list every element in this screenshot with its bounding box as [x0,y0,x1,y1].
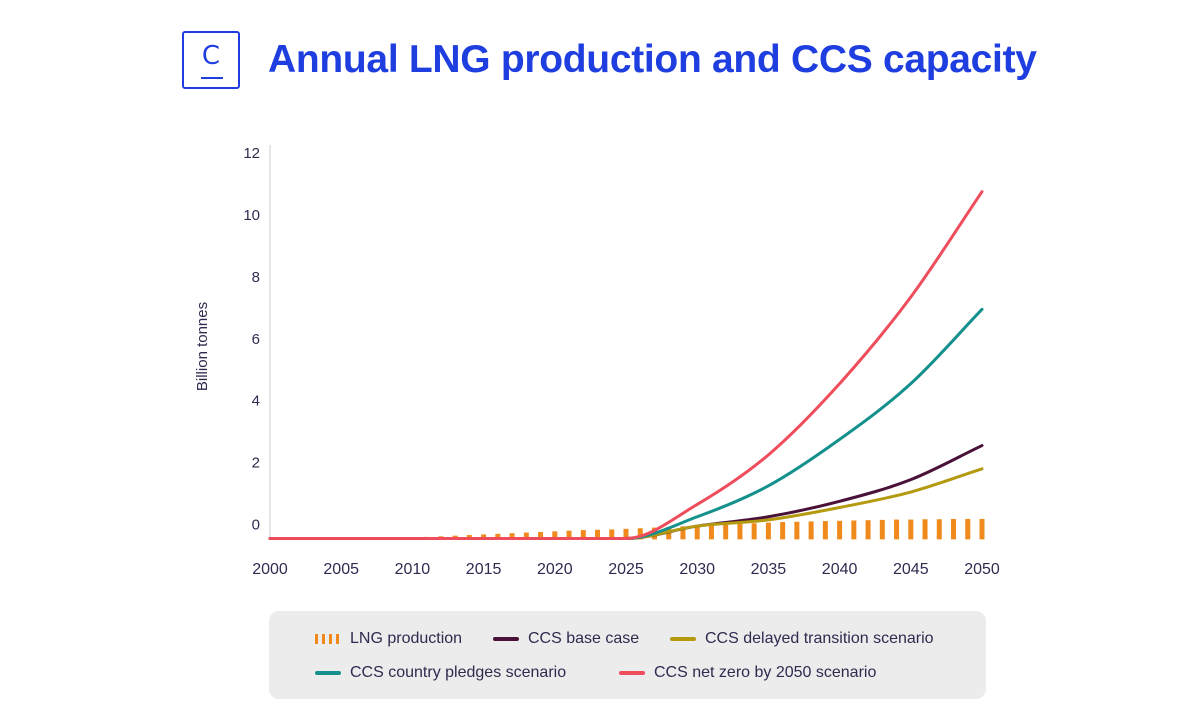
legend-label-netzero: CCS net zero by 2050 scenario [654,664,877,681]
legend-label-lng: LNG production [350,630,463,647]
lng-bar [623,528,629,540]
y-tick-label: 12 [243,145,260,162]
ccs-lines [268,190,984,540]
line-ccs-delayed-transition-scenario [268,467,984,540]
lng-bar [908,519,914,540]
lng-bar [680,526,686,540]
x-tick-label: 2015 [466,561,502,578]
legend-item-lng: LNG production [315,630,462,648]
lng-bar [637,528,643,540]
legend-swatch-netzero [619,671,645,675]
lng-bar [751,523,757,540]
line-ccs-base-case [268,444,984,540]
legend-item-delayed: CCS delayed transition scenario [670,630,934,648]
x-tick-label: 2045 [893,561,929,578]
legend-label-pledges: CCS country pledges scenario [350,664,567,681]
lng-bar [794,521,800,540]
lng-bar [523,532,529,540]
lng-bar [552,531,558,540]
line-ccs-net-zero-by-2050-scenario [268,190,984,540]
x-tick-label: 2025 [608,561,644,578]
chart-legend: LNG production CCS base case CCS delayed… [269,611,986,699]
legend-swatch-lng [315,634,341,644]
lng-bar [609,529,615,540]
lng-bar [965,518,971,540]
lng-bar [694,525,700,540]
chart-labels: 0 2 4 6 8 10 12 2000 2005 2010 2015 2020 2025 2030 203… [194,145,1000,578]
lng-bar [837,520,843,540]
lng-bar [822,521,828,540]
y-tick-label: 10 [243,207,260,224]
y-tick-label: 0 [252,517,260,534]
lng-bar [865,520,871,540]
lng-bar [765,522,771,540]
lng-bar [951,518,957,540]
x-tick-label: 2040 [822,561,858,578]
lng-bar [580,530,586,540]
lng-bar [595,529,601,540]
logo-underline [201,77,223,79]
legend-swatch-pledges [315,671,341,675]
x-tick-label: 2005 [323,561,359,578]
y-axis-title: Billion tonnes [194,302,211,391]
x-tick-label: 2030 [679,561,715,578]
x-tick-label: 2020 [537,561,573,578]
legend-swatch-base [493,637,519,641]
legend-label-delayed: CCS delayed transition scenario [705,630,934,647]
lng-bar [780,522,786,540]
x-tick-label: 2010 [395,561,431,578]
x-tick-label: 2035 [751,561,787,578]
legend-label-base: CCS base case [528,630,640,647]
brand-logo-icon: C [182,31,240,89]
logo-letter: C [201,41,221,71]
lng-bar [495,533,501,540]
lng-bar [708,525,714,540]
lng-bar [737,523,743,540]
lng-bar [979,518,985,540]
y-tick-label: 4 [252,393,260,410]
lng-bar [922,519,928,540]
lng-bar [808,521,814,540]
lng-bar [894,519,900,540]
lng-bar [851,520,857,540]
y-tick-label: 6 [252,331,260,348]
legend-swatch-delayed [670,637,696,641]
y-tick-label: 8 [252,269,260,286]
lng-bar [879,519,885,540]
chart-title: Annual LNG production and CCS capacity [268,38,1037,81]
lng-bar [509,533,515,540]
lng-bar [538,531,544,540]
x-tick-label: 2050 [964,561,1000,578]
y-tick-label: 2 [252,455,260,472]
lng-bar [723,524,729,540]
lng-bar [566,530,572,540]
lng-bars [409,518,985,540]
legend-item-base: CCS base case [493,630,639,648]
lng-bar [481,534,487,540]
lng-bar [936,519,942,540]
legend-item-netzero: CCS net zero by 2050 scenario [619,664,876,682]
legend-item-pledges: CCS country pledges scenario [315,664,566,682]
x-tick-label: 2000 [252,561,288,578]
